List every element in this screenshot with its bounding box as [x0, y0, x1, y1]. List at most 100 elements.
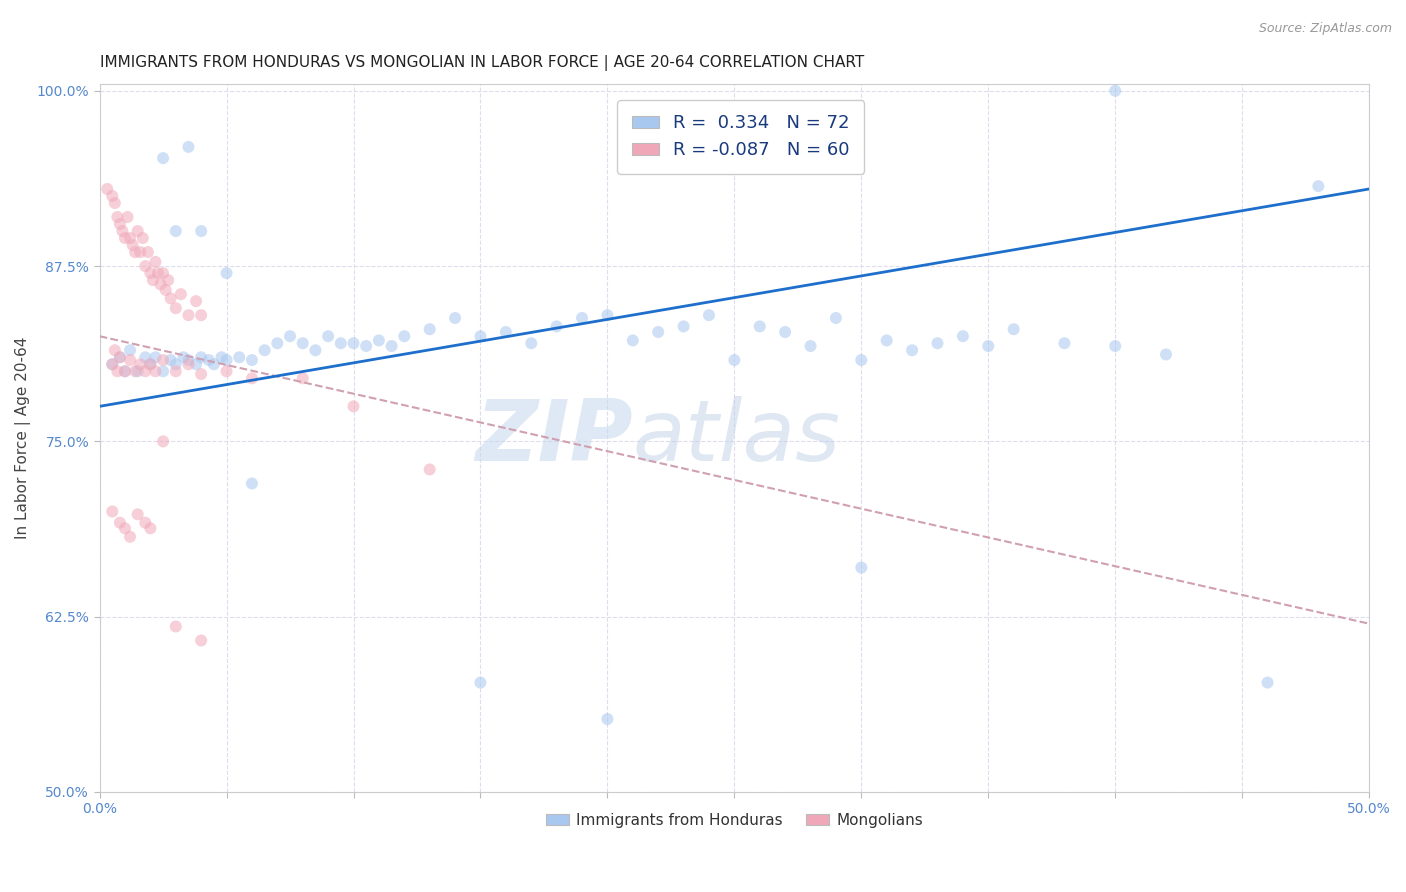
Point — [139, 357, 162, 371]
Point — [381, 339, 404, 353]
Point — [851, 353, 873, 368]
Point — [596, 308, 619, 322]
Point — [444, 310, 467, 325]
Point — [172, 351, 194, 365]
Point — [159, 353, 181, 368]
Point — [470, 329, 492, 343]
Point — [146, 266, 169, 280]
Point — [145, 364, 167, 378]
Point — [184, 294, 207, 309]
Point — [419, 322, 441, 336]
Point — [1257, 675, 1279, 690]
Point — [1002, 322, 1025, 336]
Point — [149, 277, 172, 292]
Point — [190, 367, 212, 381]
Point — [546, 319, 568, 334]
Point — [145, 351, 167, 365]
Point — [394, 329, 416, 343]
Point — [419, 462, 441, 476]
Point — [1154, 347, 1177, 361]
Point — [120, 530, 142, 544]
Point — [1053, 336, 1076, 351]
Point — [240, 353, 263, 368]
Point — [127, 364, 149, 378]
Point — [211, 351, 233, 365]
Point — [108, 351, 131, 365]
Point — [157, 273, 180, 287]
Point — [342, 400, 364, 414]
Text: ZIP: ZIP — [475, 396, 633, 479]
Point — [495, 325, 517, 339]
Point — [108, 516, 131, 530]
Point — [142, 273, 165, 287]
Point — [197, 353, 219, 368]
Point — [901, 343, 924, 358]
Point — [132, 231, 155, 245]
Point — [215, 364, 238, 378]
Text: atlas: atlas — [633, 396, 841, 479]
Point — [723, 353, 745, 368]
Point — [190, 308, 212, 322]
Point — [977, 339, 1000, 353]
Point — [240, 371, 263, 385]
Point — [114, 231, 136, 245]
Point — [329, 336, 352, 351]
Point — [190, 224, 212, 238]
Point — [124, 245, 146, 260]
Point — [697, 308, 720, 322]
Point — [117, 210, 139, 224]
Point — [316, 329, 339, 343]
Point — [96, 182, 118, 196]
Point — [104, 343, 127, 358]
Point — [134, 259, 156, 273]
Point — [165, 619, 187, 633]
Point — [952, 329, 974, 343]
Point — [851, 560, 873, 574]
Point — [134, 364, 156, 378]
Point — [165, 224, 187, 238]
Legend: Immigrants from Honduras, Mongolians: Immigrants from Honduras, Mongolians — [540, 806, 929, 834]
Point — [101, 357, 124, 371]
Point — [127, 508, 149, 522]
Point — [152, 364, 174, 378]
Point — [114, 364, 136, 378]
Point — [621, 334, 644, 348]
Text: IMMIGRANTS FROM HONDURAS VS MONGOLIAN IN LABOR FORCE | AGE 20-64 CORRELATION CHA: IMMIGRANTS FROM HONDURAS VS MONGOLIAN IN… — [100, 55, 863, 71]
Point — [773, 325, 796, 339]
Point — [278, 329, 301, 343]
Point — [124, 364, 146, 378]
Point — [672, 319, 695, 334]
Point — [165, 301, 187, 315]
Point — [876, 334, 898, 348]
Point — [354, 339, 377, 353]
Point — [108, 351, 131, 365]
Point — [121, 238, 143, 252]
Point — [367, 334, 389, 348]
Point — [1308, 179, 1330, 194]
Point — [120, 343, 142, 358]
Point — [165, 364, 187, 378]
Point — [101, 357, 124, 371]
Point — [129, 357, 152, 371]
Point — [215, 266, 238, 280]
Point — [127, 224, 149, 238]
Point — [190, 633, 212, 648]
Point — [134, 516, 156, 530]
Point — [152, 353, 174, 368]
Point — [120, 231, 142, 245]
Point — [155, 283, 177, 297]
Point — [1104, 84, 1126, 98]
Point — [101, 189, 124, 203]
Point — [596, 712, 619, 726]
Point — [215, 353, 238, 368]
Point — [129, 245, 152, 260]
Point — [134, 351, 156, 365]
Point — [177, 357, 200, 371]
Point — [108, 217, 131, 231]
Point — [470, 675, 492, 690]
Point — [114, 364, 136, 378]
Point — [139, 266, 162, 280]
Point — [136, 245, 159, 260]
Point — [159, 291, 181, 305]
Point — [342, 336, 364, 351]
